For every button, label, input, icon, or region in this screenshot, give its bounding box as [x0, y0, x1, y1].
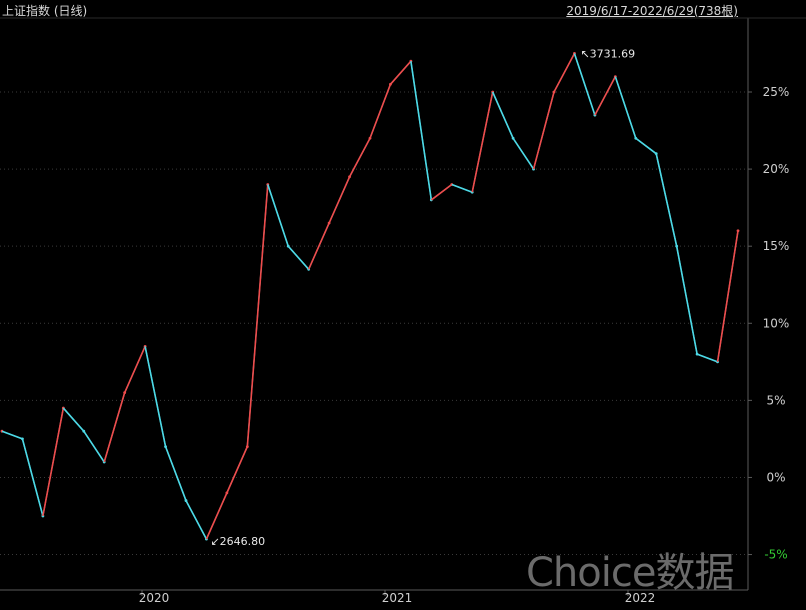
price-segment [532, 91, 555, 170]
price-segment [594, 76, 617, 116]
price-segment [348, 137, 371, 178]
x-tick-label: 2021 [382, 591, 413, 605]
low-annotation: ↙2646.80 [210, 535, 265, 548]
y-tick-label: 20% [763, 162, 790, 176]
x-tick-label: 2020 [139, 591, 170, 605]
price-segment [635, 137, 657, 155]
y-tick-label: -5% [764, 548, 787, 562]
price-segment [267, 184, 289, 247]
price-segment [123, 346, 146, 393]
price-segment [185, 500, 208, 540]
price-segment [369, 84, 392, 139]
y-tick-label: 0% [766, 470, 785, 484]
y-tick-label: 5% [766, 393, 785, 407]
price-segment [144, 346, 167, 447]
price-series-line [1, 52, 739, 540]
y-tick-label: 25% [763, 85, 790, 99]
price-segment [103, 392, 126, 463]
price-segment [614, 76, 637, 139]
y-tick-label: 15% [763, 239, 790, 253]
price-segment [451, 183, 473, 193]
price-segment [62, 407, 85, 432]
price-segment [471, 91, 494, 193]
price-segment [716, 230, 739, 362]
price-segment [655, 153, 678, 247]
price-segment [205, 492, 228, 540]
price-segment [696, 353, 718, 363]
price-segment [226, 446, 249, 494]
price-segment [410, 61, 433, 201]
date-range-label[interactable]: 2019/6/17-2022/6/29(738根) [566, 4, 738, 18]
price-segment [246, 184, 269, 447]
data-point [736, 229, 740, 233]
price-segment [21, 438, 44, 517]
high-annotation: ↖3731.69 [580, 47, 635, 60]
price-segment [430, 183, 453, 201]
price-segment [287, 245, 310, 270]
price-segment [83, 430, 105, 463]
price-segment [307, 222, 330, 270]
price-segment [164, 446, 187, 501]
price-segment [491, 91, 514, 139]
x-tick-label: 2022 [625, 591, 656, 605]
y-tick-label: 10% [763, 316, 790, 330]
price-segment [389, 60, 412, 85]
watermark-logo: Choice数据 [526, 550, 734, 596]
price-segment [553, 53, 576, 93]
price-segment [675, 246, 698, 355]
price-segment [328, 176, 351, 224]
price-segment [1, 430, 23, 440]
price-segment [42, 407, 65, 517]
price-segment [573, 53, 596, 116]
price-segment [512, 137, 535, 170]
chart-title: 上证指数 (日线) [2, 4, 88, 18]
